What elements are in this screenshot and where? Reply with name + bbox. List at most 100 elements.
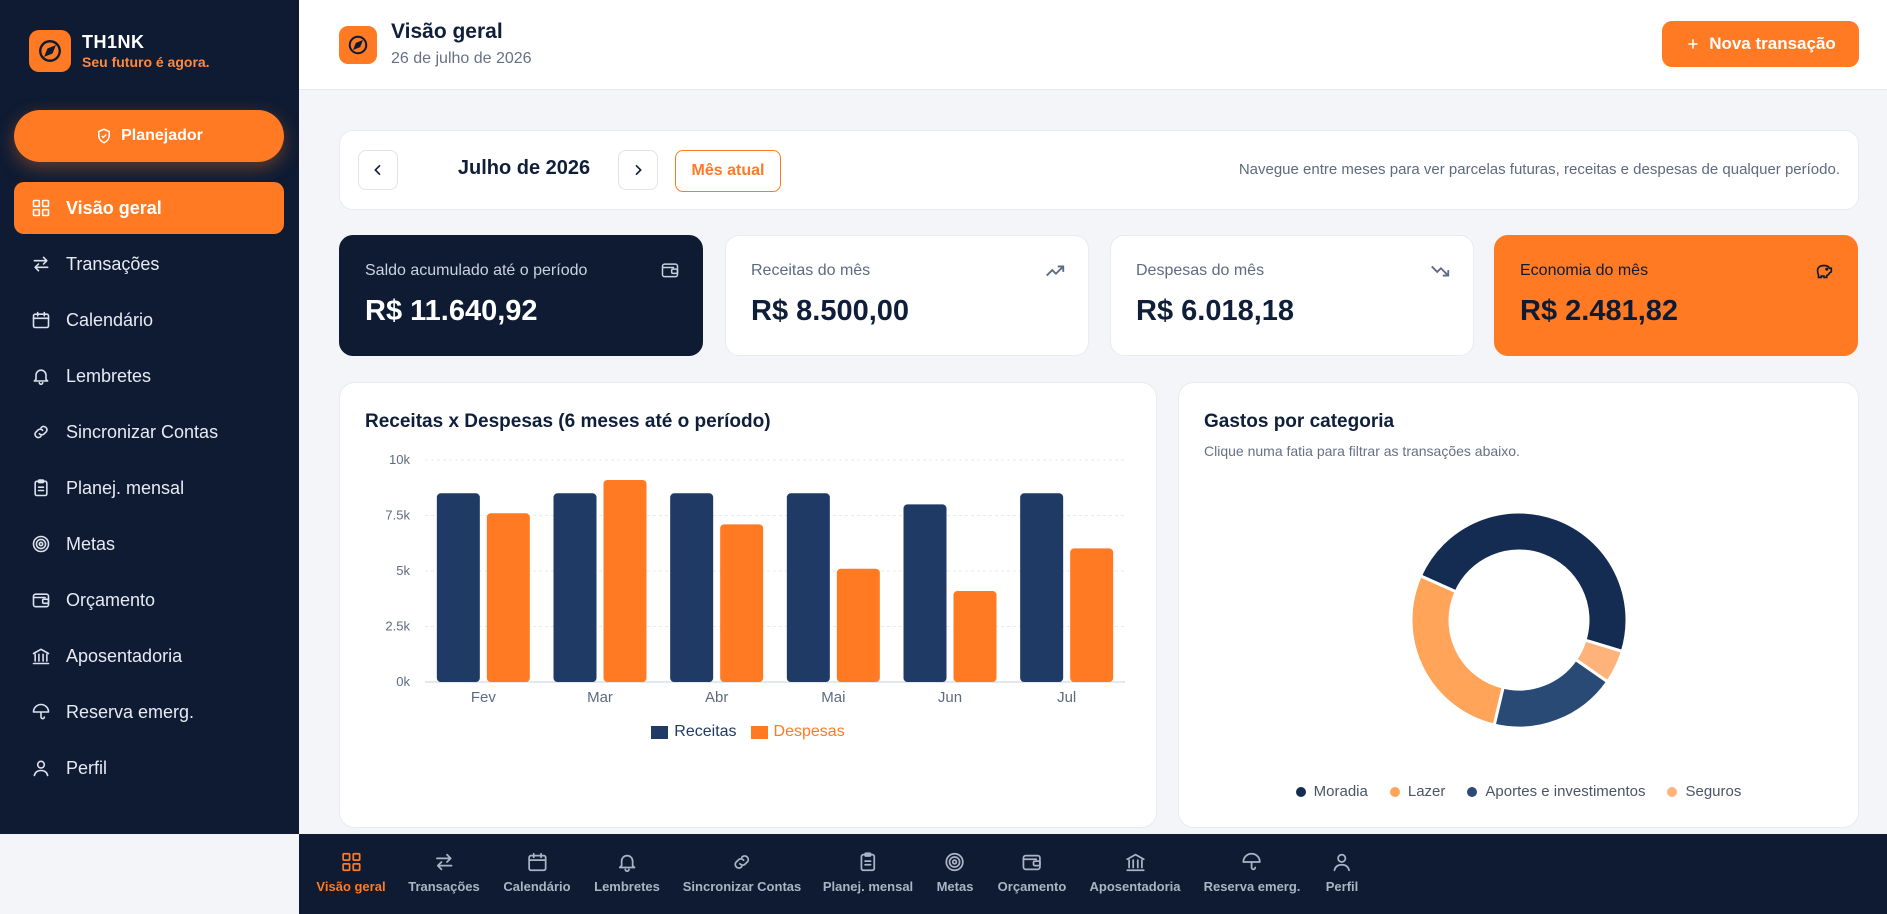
clipboard-icon — [823, 851, 913, 873]
sidebar-item-label: Lembretes — [66, 365, 152, 386]
legend-label: Moradia — [1313, 783, 1368, 800]
sidebar-item-sincronizar-contas[interactable]: Sincronizar Contas — [14, 406, 284, 458]
chevron-left-icon — [370, 162, 386, 178]
bottom-nav-item-metas[interactable]: Metas — [936, 851, 974, 894]
calendar-icon — [31, 310, 51, 330]
legend-dot — [1667, 786, 1678, 797]
stat-label: Receitas do mês — [751, 262, 871, 279]
wallet-icon — [998, 851, 1067, 873]
y-tick-label: 2.5k — [385, 619, 410, 634]
wallet-icon — [660, 260, 680, 280]
sidebar-item-label: Transações — [66, 253, 160, 274]
legend-item-despesas[interactable]: Despesas — [750, 723, 845, 741]
sidebar-item-reserva-emerg[interactable]: Reserva emerg. — [14, 686, 284, 738]
sidebar-item-planej-mensal[interactable]: Planej. mensal — [14, 462, 284, 514]
bottom-nav-item-orcamento[interactable]: Orçamento — [998, 851, 1067, 894]
umbrella-icon — [1204, 851, 1301, 873]
bottom-nav-item-visao-geral[interactable]: Visão geral — [316, 851, 386, 894]
legend-item-receitas[interactable]: Receitas — [651, 723, 737, 741]
x-tick-label: Mai — [821, 689, 845, 706]
panel-subtitle: Clique numa fatia para filtrar as transa… — [1204, 443, 1520, 459]
bottom-nav-item-sincronizar-contas[interactable]: Sincronizar Contas — [683, 851, 801, 894]
x-tick-label: Jul — [1057, 689, 1076, 706]
stat-value: R$ 6.018,18 — [1136, 295, 1295, 327]
bar-receitas-jul — [1020, 493, 1064, 682]
link-icon — [31, 422, 51, 442]
sidebar-item-label: Visão geral — [66, 197, 162, 218]
y-tick-label: 7.5k — [385, 508, 410, 523]
current-month-button[interactable]: Mês atual — [675, 150, 781, 192]
bottom-nav-label: Visão geral — [316, 879, 386, 894]
umbrella-icon — [31, 702, 51, 722]
bar-despesas-fev — [486, 513, 530, 682]
bottom-nav-item-calendario[interactable]: Calendário — [503, 851, 571, 894]
y-tick-label: 10k — [389, 452, 410, 467]
target-icon — [937, 851, 974, 873]
bar-receitas-jun — [903, 504, 947, 682]
brand-name: TH1NK — [82, 32, 145, 52]
sidebar: TH1NK Seu futuro é agora. Planejador Vis… — [0, 0, 299, 834]
sidebar-item-lembretes[interactable]: Lembretes — [14, 350, 284, 402]
sidebar-item-metas[interactable]: Metas — [14, 518, 284, 570]
bar-receitas-mai — [786, 493, 830, 682]
sidebar-item-label: Perfil — [66, 757, 108, 778]
sidebar-item-label: Planej. mensal — [66, 477, 185, 498]
sidebar-item-transacoes[interactable]: Transações — [14, 238, 284, 290]
bank-icon — [1089, 851, 1180, 873]
previous-month-button[interactable] — [358, 150, 398, 190]
legend-item-moradia[interactable]: Moradia — [1295, 783, 1368, 800]
sidebar-item-label: Reserva emerg. — [66, 701, 195, 722]
sidebar-item-label: Sincronizar Contas — [66, 421, 219, 442]
month-label: Julho de 2026 — [457, 157, 591, 179]
stat-label: Despesas do mês — [1136, 262, 1265, 279]
legend-item-seguros[interactable]: Seguros — [1667, 783, 1741, 800]
legend-item-aportes-e-investimentos[interactable]: Aportes e investimentos — [1467, 783, 1645, 800]
bottom-nav-item-transacoes[interactable]: Transações — [408, 851, 480, 894]
bell-icon — [594, 851, 660, 873]
stat-value: R$ 11.640,92 — [365, 295, 538, 327]
stat-card-saldo: Saldo acumulado até o período R$ 11.640,… — [339, 235, 703, 356]
panel-title: Receitas x Despesas (6 meses até o perío… — [365, 411, 771, 432]
sidebar-item-calendario[interactable]: Calendário — [14, 294, 284, 346]
sidebar-item-orcamento[interactable]: Orçamento — [14, 574, 284, 626]
bottom-nav-label: Transações — [408, 879, 480, 894]
clipboard-icon — [31, 478, 51, 498]
brand[interactable]: TH1NK Seu futuro é agora. — [29, 30, 210, 72]
legend-item-lazer[interactable]: Lazer — [1389, 783, 1445, 800]
brand-tagline: Seu futuro é agora. — [82, 54, 210, 70]
bottom-nav-item-planej-mensal[interactable]: Planej. mensal — [823, 851, 913, 894]
bar-receitas-abr — [670, 493, 714, 682]
bottom-nav-label: Metas — [936, 879, 974, 894]
sidebar-item-perfil[interactable]: Perfil — [14, 742, 284, 794]
bar-despesas-mai — [836, 568, 880, 682]
sidebar-item-visao-geral[interactable]: Visão geral — [14, 182, 284, 234]
bottom-nav-item-aposentadoria[interactable]: Aposentadoria — [1089, 851, 1181, 894]
plus-icon — [1685, 36, 1701, 52]
piggy-bank-icon — [1813, 260, 1835, 282]
bar-despesas-mar — [603, 479, 647, 682]
wallet-icon — [31, 590, 51, 610]
sidebar-item-aposentadoria[interactable]: Aposentadoria — [14, 630, 284, 682]
stat-value: R$ 8.500,00 — [751, 295, 910, 327]
donut-chart — [1409, 510, 1629, 730]
y-tick-label: 0k — [396, 674, 410, 689]
donut-slice-lazer[interactable] — [1409, 573, 1505, 727]
next-month-button[interactable] — [618, 150, 658, 190]
bottom-nav-item-reserva-emerg[interactable]: Reserva emerg. — [1204, 851, 1301, 894]
bottom-nav: Visão geral Transações Calendário Lembretes… — [299, 834, 1887, 914]
bar-receitas-mar — [553, 493, 597, 682]
stat-label: Economia do mês — [1520, 262, 1649, 279]
donut-slice-aportes-e-investimentos[interactable] — [1492, 657, 1610, 730]
compass-icon — [29, 30, 71, 72]
sidebar-nav: Visão geral Transações Calendário Lembretes… — [14, 182, 284, 798]
planner-button[interactable]: Planejador — [14, 110, 284, 162]
arrows-swap-icon — [408, 851, 480, 873]
new-transaction-button[interactable]: Nova transação — [1662, 21, 1859, 67]
bottom-nav-item-perfil[interactable]: Perfil — [1326, 851, 1358, 894]
arrows-swap-icon — [31, 254, 51, 274]
legend-dot — [1389, 786, 1400, 797]
bottom-nav-item-lembretes[interactable]: Lembretes — [594, 851, 660, 894]
legend-label: Receitas — [674, 723, 737, 740]
bottom-nav-label: Aposentadoria — [1089, 879, 1181, 894]
donut-slice-moradia[interactable] — [1418, 510, 1629, 654]
